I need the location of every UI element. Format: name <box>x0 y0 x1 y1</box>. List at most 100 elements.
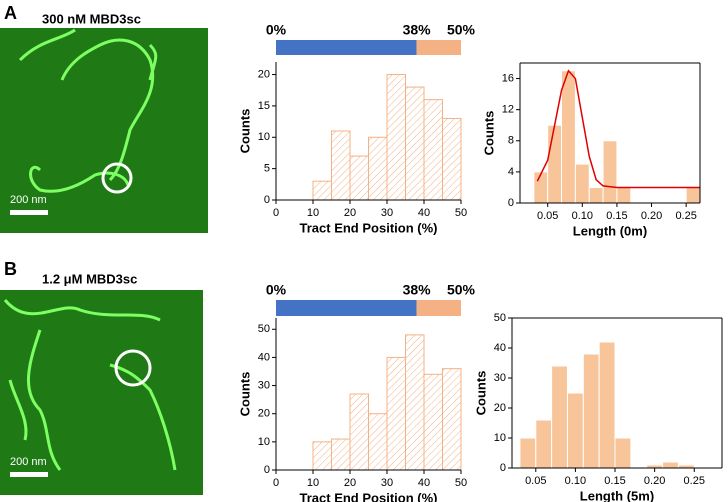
y-tick-label: 40 <box>258 351 270 363</box>
bar <box>423 99 443 201</box>
bar <box>598 341 616 469</box>
bar <box>616 186 632 204</box>
x-tick-label: 30 <box>381 477 393 489</box>
y-tick-label: 10 <box>494 432 506 444</box>
bar <box>535 419 553 469</box>
x-tick-label: 0.25 <box>684 475 705 487</box>
x-axis-label: Length (5m) <box>580 488 654 502</box>
range-label: 50% <box>447 282 476 298</box>
bar <box>349 393 369 471</box>
y-tick-label: 30 <box>494 372 506 384</box>
x-tick-label: 0.10 <box>572 210 593 222</box>
x-tick-label: 0 <box>273 207 279 219</box>
y-tick-label: 20 <box>258 68 270 80</box>
y-tick-label: 20 <box>258 408 270 420</box>
bar <box>368 413 388 471</box>
range-label: 38% <box>403 282 432 298</box>
y-tick-label: 20 <box>494 402 506 414</box>
y-tick-label: 4 <box>508 166 514 178</box>
bar <box>312 441 332 471</box>
panel-label: A <box>4 3 17 23</box>
x-tick-label: 0.05 <box>537 210 558 222</box>
bar <box>582 353 600 469</box>
y-axis-label: Counts <box>237 372 252 417</box>
x-tick-label: 0.25 <box>675 210 696 222</box>
bar <box>588 186 604 204</box>
image-title: 300 nM MBD3sc <box>42 11 141 26</box>
y-tick-label: 10 <box>258 131 270 143</box>
bar <box>614 437 632 469</box>
x-tick-label: 40 <box>418 207 430 219</box>
x-axis-label: Tract End Position (%) <box>300 490 438 502</box>
afm-image-b: 200 nm <box>0 290 203 495</box>
bar <box>405 86 425 201</box>
y-axis-label: Counts <box>473 371 488 416</box>
bar <box>561 70 576 204</box>
bar <box>519 437 537 469</box>
bar <box>685 186 701 204</box>
bar <box>386 74 406 201</box>
x-tick-label: 10 <box>307 207 319 219</box>
bar <box>331 438 351 471</box>
bar <box>312 180 332 201</box>
bar <box>533 171 549 204</box>
bar <box>574 163 590 204</box>
y-tick-label: 0 <box>508 197 514 209</box>
y-tick-label: 5 <box>264 163 270 175</box>
bar <box>423 373 443 471</box>
bar <box>331 130 351 201</box>
range-label: 0% <box>266 22 287 38</box>
y-tick-label: 50 <box>258 323 270 335</box>
range-label: 50% <box>447 22 476 38</box>
bar <box>602 140 618 204</box>
y-tick-label: 12 <box>502 104 514 116</box>
y-tick-label: 0 <box>500 462 506 474</box>
x-tick-label: 0.10 <box>565 475 586 487</box>
scale-bar-label: 200 nm <box>10 194 47 206</box>
bar <box>405 334 425 471</box>
x-tick-label: 40 <box>418 477 430 489</box>
x-tick-label: 0.20 <box>641 210 662 222</box>
x-tick-label: 20 <box>344 207 356 219</box>
y-axis-label: Counts <box>481 111 496 156</box>
bar <box>349 155 369 201</box>
y-axis-label: Counts <box>237 109 252 154</box>
bar <box>368 136 388 201</box>
y-tick-label: 15 <box>258 100 270 112</box>
x-tick-label: 0.05 <box>525 475 546 487</box>
x-tick-label: 50 <box>455 477 467 489</box>
y-tick-label: 16 <box>502 72 514 84</box>
panel-label: B <box>4 259 17 279</box>
scale-bar-label: 200 nm <box>10 456 47 468</box>
x-tick-label: 0.15 <box>604 475 625 487</box>
x-tick-label: 0.15 <box>606 210 627 222</box>
x-axis-label: Tract End Position (%) <box>300 220 438 235</box>
range-segment <box>416 300 461 316</box>
range-segment <box>276 40 417 55</box>
y-tick-label: 0 <box>264 194 270 206</box>
range-label: 38% <box>403 22 432 38</box>
y-tick-label: 50 <box>494 312 506 324</box>
bar <box>551 365 568 469</box>
x-axis-label: Length (0m) <box>573 223 647 238</box>
bar <box>386 356 406 471</box>
y-tick-label: 0 <box>264 464 270 476</box>
bar <box>442 368 462 471</box>
range-segment <box>276 300 417 316</box>
bar <box>566 392 584 469</box>
x-tick-label: 10 <box>307 477 319 489</box>
x-tick-label: 20 <box>344 477 356 489</box>
fit-line <box>536 69 700 189</box>
x-tick-label: 30 <box>381 207 393 219</box>
range-label: 0% <box>266 282 287 298</box>
bar <box>662 461 679 469</box>
afm-image-a: 200 nm <box>0 28 208 233</box>
x-tick-label: 50 <box>455 207 467 219</box>
y-tick-label: 30 <box>258 379 270 391</box>
range-segment <box>416 40 461 55</box>
x-tick-label: 0 <box>273 477 279 489</box>
y-tick-label: 8 <box>508 135 514 147</box>
bar <box>442 117 462 201</box>
y-tick-label: 40 <box>494 342 506 354</box>
